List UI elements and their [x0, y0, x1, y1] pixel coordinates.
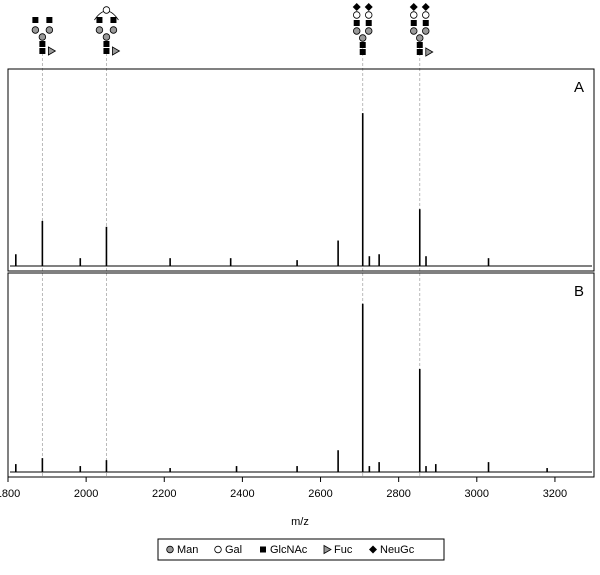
glycan-symbol	[46, 17, 53, 23]
legend-label: Gal	[225, 544, 242, 556]
glycan-symbol	[365, 27, 373, 35]
glycan-symbol	[45, 26, 54, 34]
glycan-symbol	[32, 17, 39, 23]
x-tick-label: 1800	[0, 488, 20, 500]
glycan-symbol	[102, 33, 111, 41]
glycan-symbol	[112, 46, 121, 56]
legend-symbol	[166, 545, 174, 554]
legend-label: Man	[177, 544, 198, 556]
glycan-symbol	[31, 26, 40, 34]
glycan-symbol	[353, 11, 361, 19]
glycan-symbol	[422, 11, 430, 19]
glycan-symbol	[95, 26, 104, 34]
panel-frame	[7, 272, 595, 478]
x-tick-label: 2800	[386, 488, 410, 500]
glycan-symbol	[422, 27, 430, 35]
glycan-symbol	[102, 6, 111, 14]
panel-label: A	[574, 79, 584, 96]
glycan-symbol	[39, 41, 46, 47]
glycan-symbol	[103, 48, 110, 54]
legend-label: Fuc	[334, 544, 353, 556]
glycan-symbol	[38, 33, 47, 41]
legend-symbol	[260, 546, 266, 553]
glycan-symbol	[39, 48, 46, 54]
glycan-symbol	[416, 49, 423, 55]
glycan-symbol	[365, 11, 373, 19]
glycan-symbol	[422, 20, 429, 26]
glycan-symbol	[353, 27, 361, 35]
glycan-symbol	[359, 34, 367, 42]
legend-box	[157, 538, 445, 561]
glycan-symbol	[359, 42, 366, 48]
glycan-symbol	[110, 17, 117, 23]
glycan-symbol	[352, 3, 361, 11]
glycan-symbol	[410, 20, 417, 26]
glycan-symbol	[96, 17, 103, 23]
x-tick-label: 3000	[465, 488, 489, 500]
x-tick-label: 2400	[230, 488, 254, 500]
x-tick-label: 2600	[308, 488, 332, 500]
glycan-symbol	[425, 47, 434, 57]
legend-label: GlcNAc	[270, 544, 308, 556]
glycan-symbol	[109, 26, 118, 34]
x-tick-label: 2000	[74, 488, 98, 500]
glycan-symbol	[416, 34, 424, 42]
legend-symbol	[323, 544, 332, 555]
glycan-symbol	[103, 41, 110, 47]
glycan-symbol	[365, 20, 372, 26]
x-tick-label: 2200	[152, 488, 176, 500]
glycan-symbol	[410, 11, 418, 19]
glycan-symbol	[364, 3, 373, 11]
x-axis-label: m/z	[291, 516, 309, 528]
legend-symbol	[369, 545, 377, 554]
glycan-symbol	[410, 27, 418, 35]
glycan-symbol	[359, 49, 366, 55]
panel-label: B	[574, 283, 584, 300]
x-tick-label: 3200	[543, 488, 567, 500]
glycan-symbol	[409, 3, 418, 11]
glycan-symbol	[47, 46, 57, 56]
panel-frame	[7, 68, 595, 272]
glycan-symbol	[416, 42, 423, 48]
glycan-symbol	[353, 20, 360, 26]
legend-symbol	[214, 545, 222, 554]
glycan-symbol	[421, 3, 430, 11]
legend-label: NeuGc	[380, 544, 415, 556]
